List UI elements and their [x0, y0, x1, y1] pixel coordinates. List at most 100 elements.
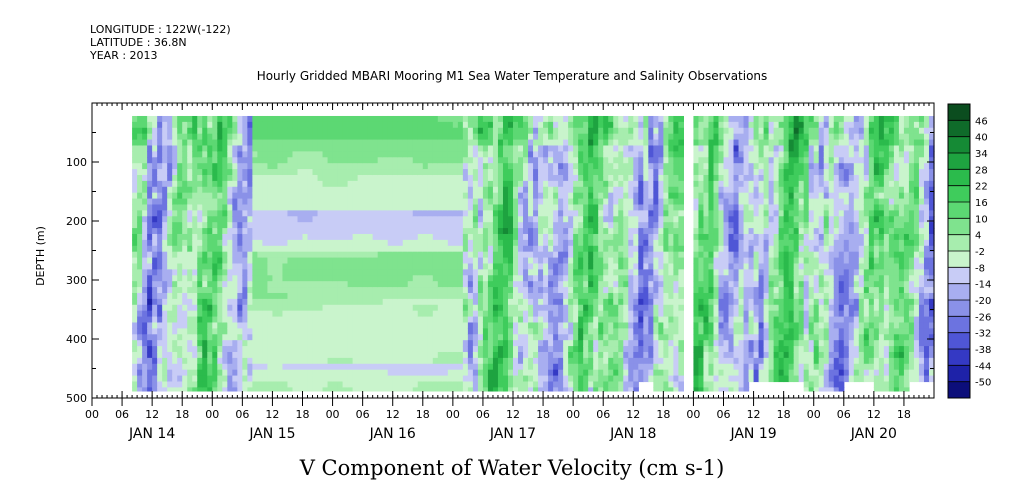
- heatmap-cell: [633, 192, 639, 200]
- heatmap-cell: [628, 163, 634, 170]
- heatmap-cell: [583, 169, 589, 176]
- heatmap-cell: [217, 163, 223, 170]
- heatmap-cell: [207, 322, 213, 329]
- heatmap-cell: [422, 115, 429, 123]
- heatmap-cell: [277, 334, 284, 341]
- heatmap-cell: [618, 133, 624, 141]
- heatmap-cell: [588, 192, 594, 200]
- heatmap-cell: [187, 269, 193, 276]
- heatmap-cell: [513, 363, 519, 371]
- heatmap-cell: [147, 310, 153, 318]
- heatmap-cell: [222, 198, 228, 206]
- heatmap-cell: [623, 310, 629, 318]
- heatmap-cell: [482, 292, 489, 300]
- heatmap-cell: [217, 186, 223, 194]
- heatmap-cell: [538, 163, 544, 170]
- heatmap-cell: [327, 127, 334, 135]
- heatmap-cell: [307, 340, 314, 347]
- heatmap-cell: [277, 239, 284, 247]
- heatmap-cell: [407, 346, 414, 353]
- heatmap-cell: [477, 322, 484, 329]
- heatmap-cell: [162, 216, 168, 223]
- heatmap-cell: [513, 121, 519, 129]
- heatmap-cell: [472, 375, 479, 383]
- heatmap-cell: [302, 115, 309, 123]
- heatmap-cell: [628, 328, 634, 335]
- heatmap-cell: [157, 157, 163, 164]
- heatmap-cell: [282, 133, 289, 141]
- latitude-label: LATITUDE : 36.8N: [90, 36, 187, 49]
- heatmap-cell: [302, 174, 309, 182]
- heatmap-cell: [477, 121, 484, 129]
- heatmap-cell: [172, 192, 178, 200]
- heatmap-cell: [628, 228, 634, 235]
- heatmap-cell: [382, 257, 389, 265]
- heatmap-cell: [422, 381, 429, 388]
- heatmap-cell: [497, 133, 504, 141]
- heatmap-cell: [182, 363, 188, 371]
- heatmap-cell: [367, 292, 374, 300]
- heatmap-cell: [362, 346, 369, 353]
- heatmap-cell: [417, 304, 424, 312]
- heatmap-cell: [447, 198, 454, 206]
- heatmap-cell: [412, 346, 419, 353]
- heatmap-cell: [152, 257, 158, 265]
- heatmap-cell: [467, 340, 474, 347]
- heatmap-cell: [227, 363, 233, 371]
- heatmap-cell: [287, 192, 294, 200]
- heatmap-cell: [543, 334, 549, 341]
- heatmap-cell: [337, 275, 344, 282]
- heatmap-cell: [568, 233, 574, 241]
- heatmap-cell: [222, 357, 228, 365]
- heatmap-cell: [442, 340, 449, 347]
- heatmap-cell: [147, 163, 153, 170]
- heatmap-cell: [332, 375, 339, 383]
- heatmap-cell: [658, 346, 664, 353]
- heatmap-cell: [177, 381, 183, 388]
- heatmap-cell: [553, 257, 559, 265]
- heatmap-cell: [482, 139, 489, 147]
- heatmap-cell: [518, 334, 524, 341]
- heatmap-cell: [282, 257, 289, 265]
- heatmap-cell: [462, 281, 469, 288]
- heatmap-cell: [623, 222, 629, 229]
- heatmap-cell: [317, 163, 324, 170]
- heatmap-cell: [287, 239, 294, 247]
- heatmap-cell: [172, 127, 178, 135]
- heatmap-cell: [187, 263, 193, 270]
- heatmap-cell: [392, 139, 399, 147]
- heatmap-cell: [472, 115, 479, 123]
- heatmap-cell: [372, 139, 379, 147]
- heatmap-cell: [588, 121, 594, 129]
- heatmap-cell: [598, 257, 604, 265]
- heatmap-cell: [477, 381, 484, 388]
- heatmap-cell: [623, 304, 629, 312]
- heatmap-cell: [417, 346, 424, 353]
- heatmap-cell: [613, 180, 619, 188]
- heatmap-cell: [247, 139, 253, 147]
- heatmap-cell: [137, 281, 143, 288]
- heatmap-cell: [137, 216, 143, 223]
- heatmap-cell: [507, 363, 514, 371]
- heatmap-cell: [342, 180, 349, 188]
- heatmap-cell: [347, 133, 354, 141]
- heatmap-cell: [182, 204, 188, 211]
- heatmap-cell: [462, 287, 469, 294]
- heatmap-cell: [613, 233, 619, 241]
- heatmap-cell: [452, 198, 459, 206]
- heatmap-cell: [132, 351, 138, 359]
- heatmap-cell: [628, 192, 634, 200]
- heatmap-cell: [142, 310, 148, 318]
- heatmap-cell: [467, 198, 474, 206]
- heatmap-cell: [382, 298, 389, 306]
- heatmap-cell: [543, 369, 549, 377]
- heatmap-cell: [337, 251, 344, 259]
- heatmap-cell: [232, 251, 238, 259]
- heatmap-cell: [307, 375, 314, 383]
- heatmap-cell: [513, 269, 519, 276]
- heatmap-cell: [257, 216, 263, 223]
- heatmap-cell: [482, 186, 489, 194]
- heatmap-cell: [523, 346, 529, 353]
- heatmap-cell: [227, 357, 233, 365]
- heatmap-cell: [232, 340, 238, 347]
